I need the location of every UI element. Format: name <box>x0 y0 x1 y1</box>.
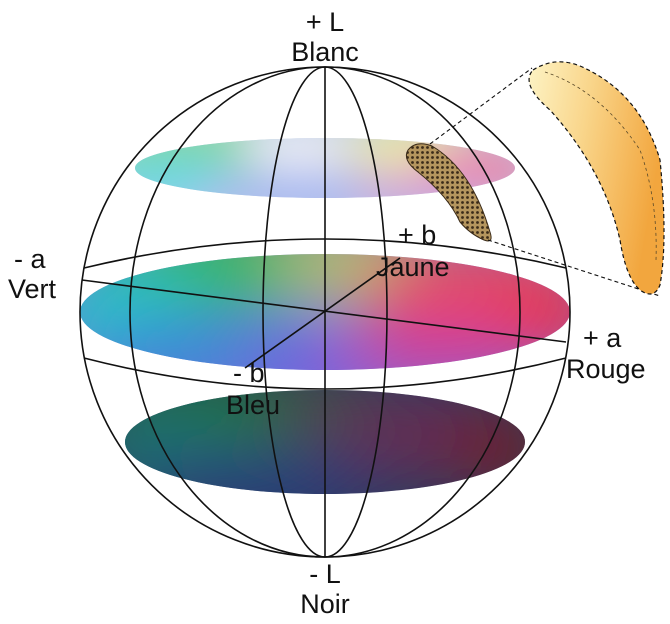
a-minus-sign: - a <box>14 244 46 274</box>
b-minus-sign: - b <box>233 358 265 388</box>
b-minus-name: Bleu <box>226 390 281 420</box>
a-minus-name: Vert <box>8 274 57 304</box>
b-plus-sign: + b <box>398 220 437 250</box>
color-sample-region <box>405 143 492 242</box>
l-minus-sign: - L <box>309 559 341 589</box>
zoom-callout <box>429 61 665 297</box>
l-plus-sign: + L <box>305 7 345 37</box>
a-plus-name: Rouge <box>566 354 646 384</box>
b-plus-name: Jaune <box>376 252 450 282</box>
b-axis <box>244 257 401 369</box>
a-plus-sign: + a <box>583 323 622 353</box>
magnified-sample <box>528 61 665 295</box>
l-plus-name: Blanc <box>291 37 359 67</box>
l-minus-name: Noir <box>300 589 350 619</box>
lab-axes <box>81 67 567 557</box>
